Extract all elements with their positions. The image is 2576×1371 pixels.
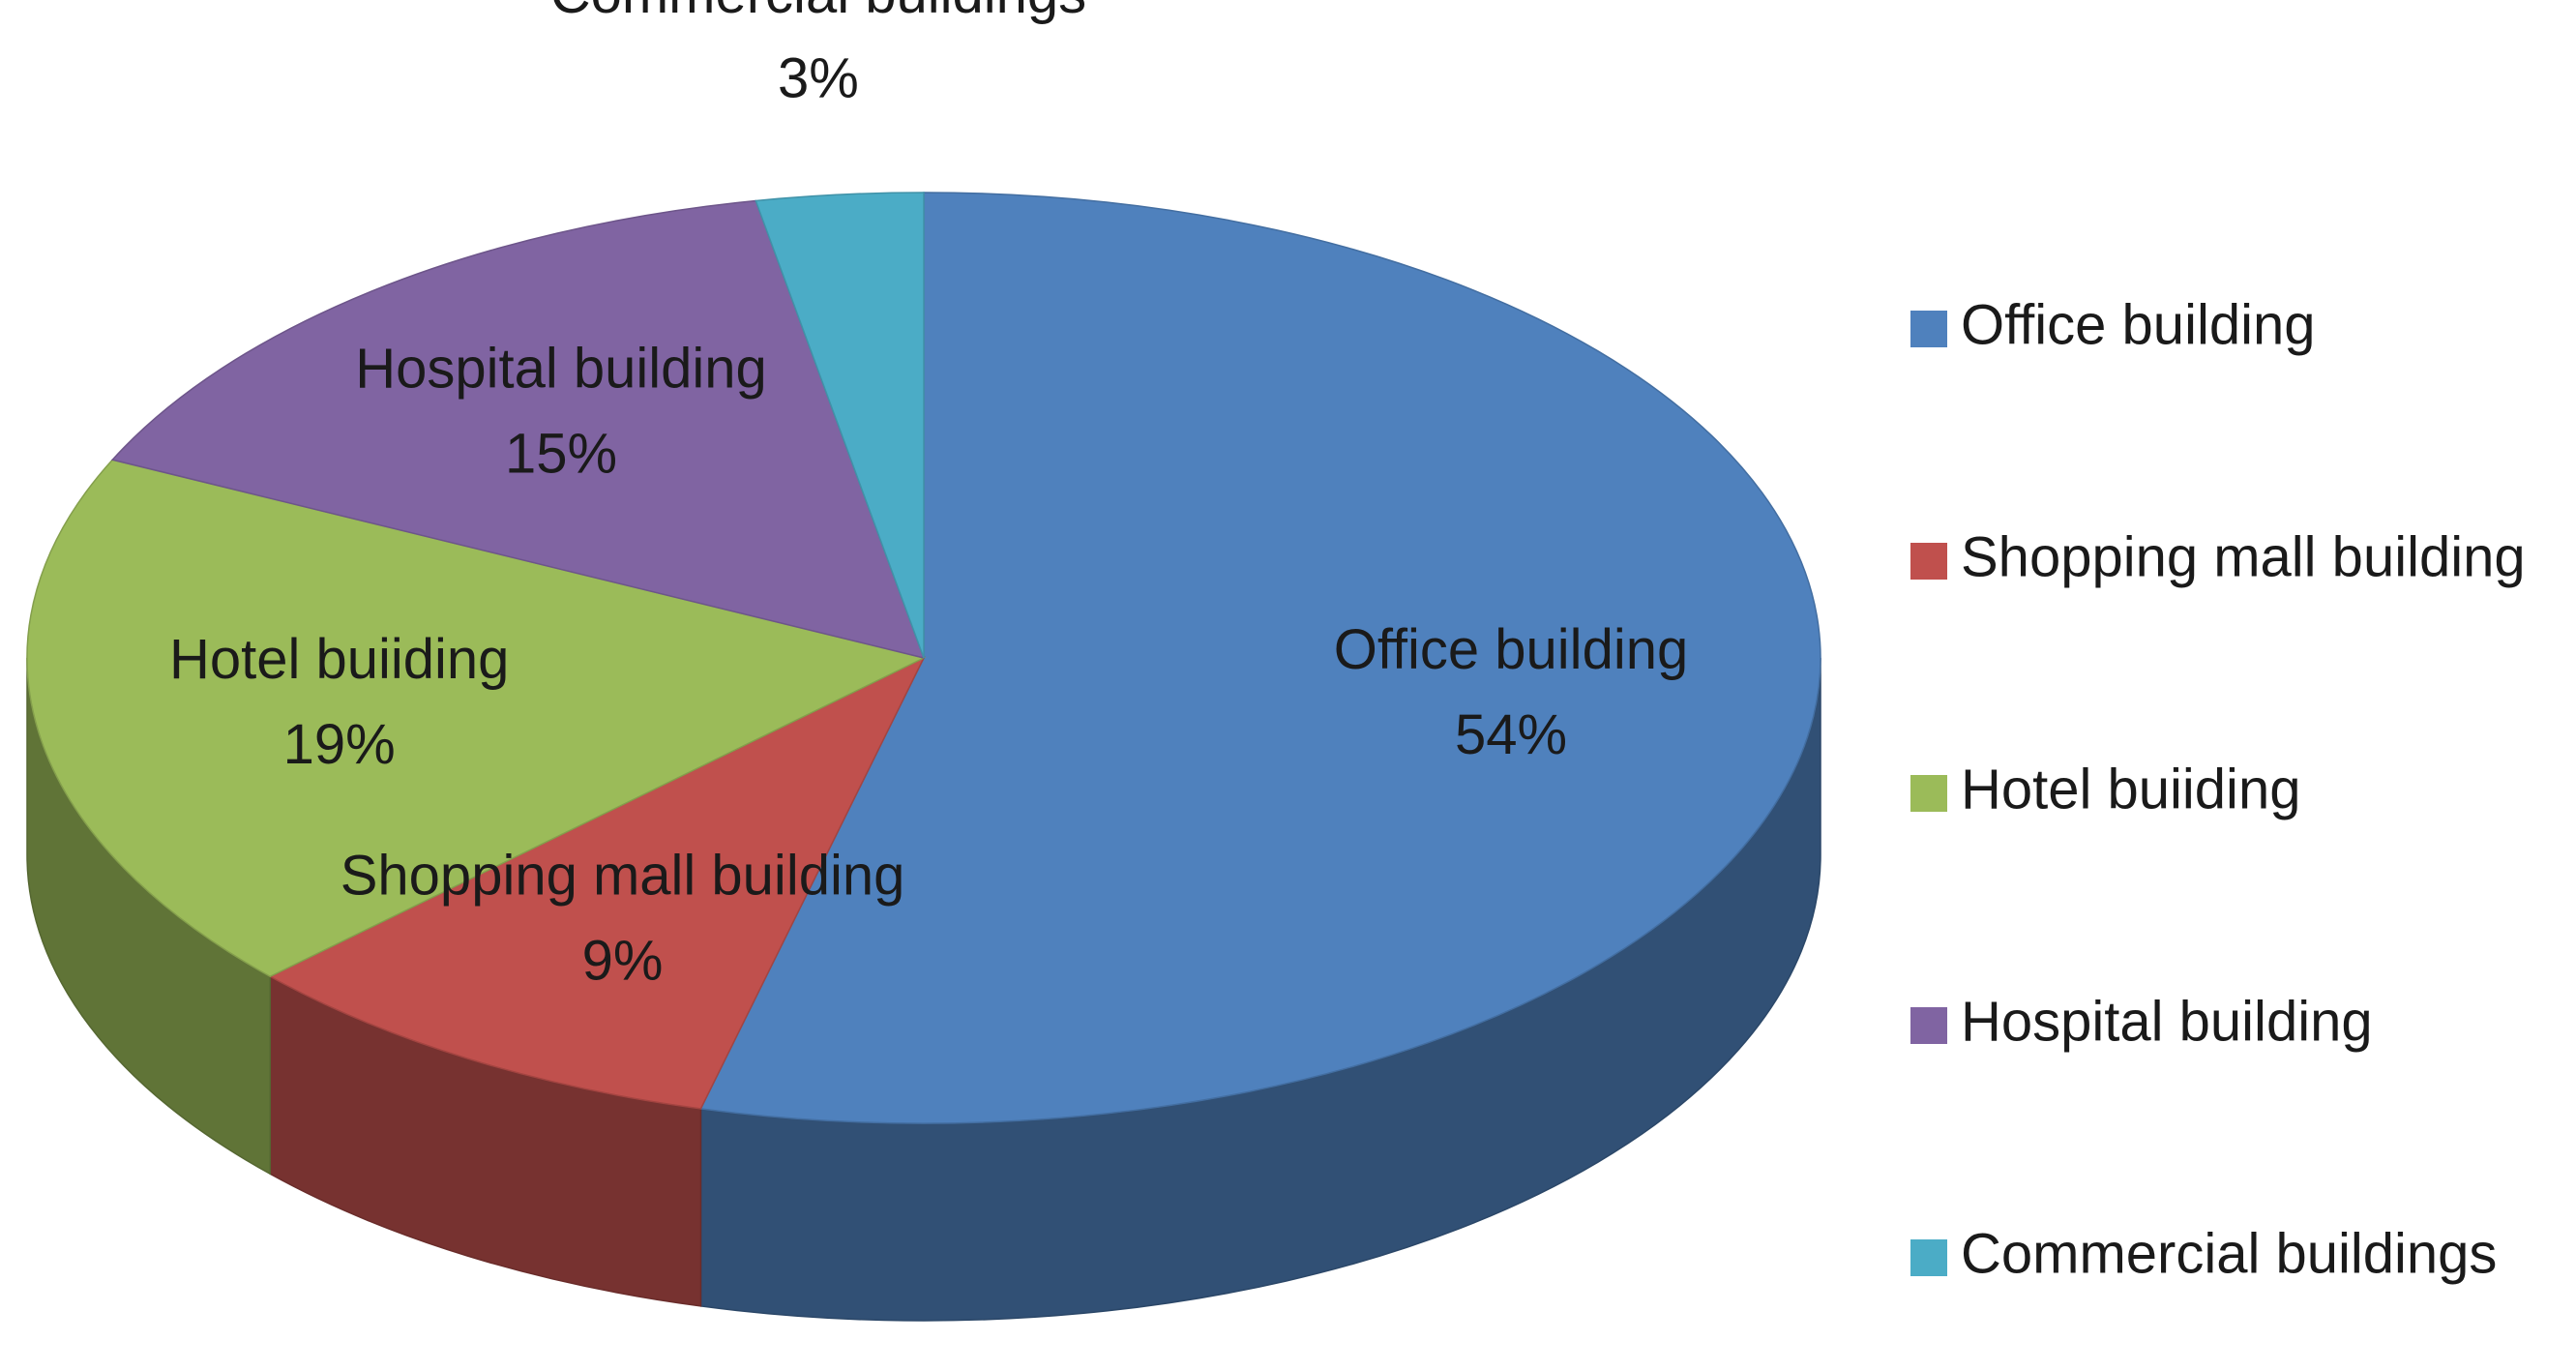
slice: [268, 656, 926, 1110]
legend-swatch: [1910, 775, 1947, 812]
legend-label: Shopping mall building: [1961, 525, 2526, 588]
slice-value-label: 19%: [283, 713, 396, 776]
legend-swatch: [1910, 1007, 1947, 1044]
slice: [755, 192, 925, 659]
slice-value-label: 9%: [582, 930, 664, 993]
slice-label: Hospital building: [355, 337, 767, 400]
slice-label: Commercial buildings: [550, 0, 1086, 25]
slice: [26, 459, 927, 978]
legend-swatch: [1910, 543, 1947, 580]
legend-label: Office building: [1961, 293, 2316, 356]
slice-labels: Office building 54% Shopping mall building…: [169, 0, 1688, 993]
pie-tops: [26, 192, 1821, 1124]
slice-label: Office building: [1334, 618, 1689, 681]
legend-swatch: [1910, 311, 1947, 347]
slice: [699, 192, 1821, 1124]
pie-sides: [26, 657, 1821, 1322]
slice-label: Hotel buiiding: [169, 628, 509, 691]
slice-label: Shopping mall building: [341, 845, 905, 908]
slice-value-label: 3%: [778, 47, 859, 110]
legend: Office building Shopping mall building Hot…: [1910, 293, 2526, 1285]
legend-label: Hotel buiiding: [1961, 758, 2300, 820]
legend-swatch: [1910, 1239, 1947, 1276]
legend-label: Commercial buildings: [1961, 1222, 2497, 1285]
legend-label: Hospital building: [1961, 990, 2373, 1053]
slice-value-label: 54%: [1455, 703, 1567, 766]
slice: [110, 199, 926, 660]
slice-value-label: 15%: [505, 422, 617, 485]
